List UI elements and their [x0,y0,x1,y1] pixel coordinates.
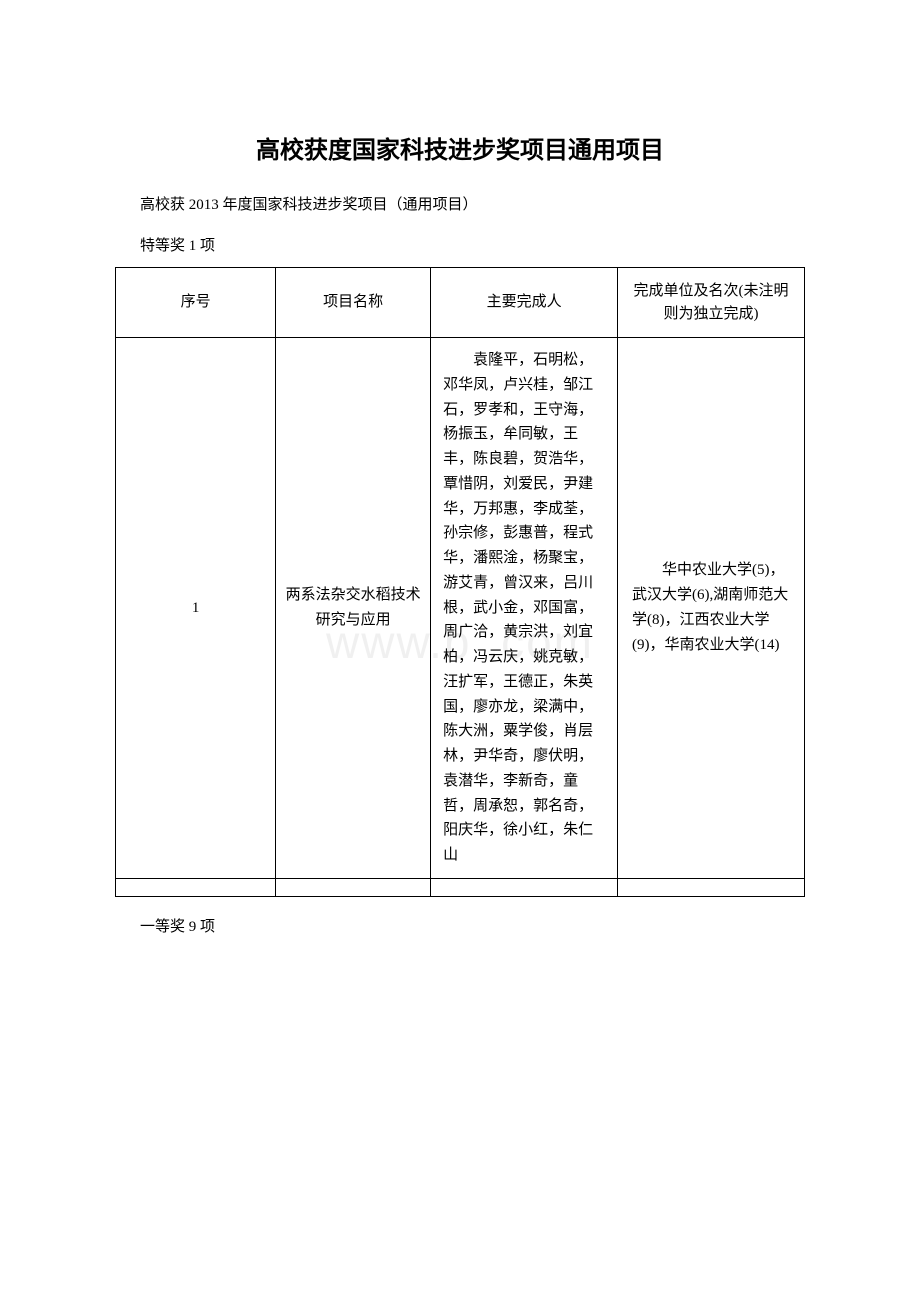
header-unit: 完成单位及名次(未注明则为独立完成) [618,268,805,338]
subtitle-text: 高校获 2013 年度国家科技进步奖项目（通用项目） [140,193,805,214]
cell-project-name: 两系法杂交水稻技术研究与应用 [276,338,431,879]
header-main-people: 主要完成人 [431,268,618,338]
table-header-row: 序号 项目名称 主要完成人 完成单位及名次(未注明则为独立完成) [116,268,805,338]
document-content: 高校获度国家科技进步奖项目通用项目 高校获 2013 年度国家科技进步奖项目（通… [115,130,805,936]
table-row: 1 两系法杂交水稻技术研究与应用 袁隆平，石明松，邓华凤，卢兴桂，邹江石，罗孝和… [116,338,805,879]
cell-unit: 华中农业大学(5)，武汉大学(6),湖南师范大学(8)，江西农业大学(9)，华南… [618,338,805,879]
header-project-name: 项目名称 [276,268,431,338]
empty-cell [618,878,805,896]
empty-cell [431,878,618,896]
award-label-top: 特等奖 1 项 [140,234,805,255]
page-title: 高校获度国家科技进步奖项目通用项目 [115,130,805,165]
cell-seq: 1 [116,338,276,879]
empty-cell [116,878,276,896]
header-seq: 序号 [116,268,276,338]
awards-table: 序号 项目名称 主要完成人 完成单位及名次(未注明则为独立完成) 1 两系法杂交… [115,267,805,897]
award-label-bottom: 一等奖 9 项 [140,915,805,936]
cell-main-people: 袁隆平，石明松，邓华凤，卢兴桂，邹江石，罗孝和，王守海，杨振玉，牟同敏，王 丰，… [431,338,618,879]
table-empty-row [116,878,805,896]
empty-cell [276,878,431,896]
